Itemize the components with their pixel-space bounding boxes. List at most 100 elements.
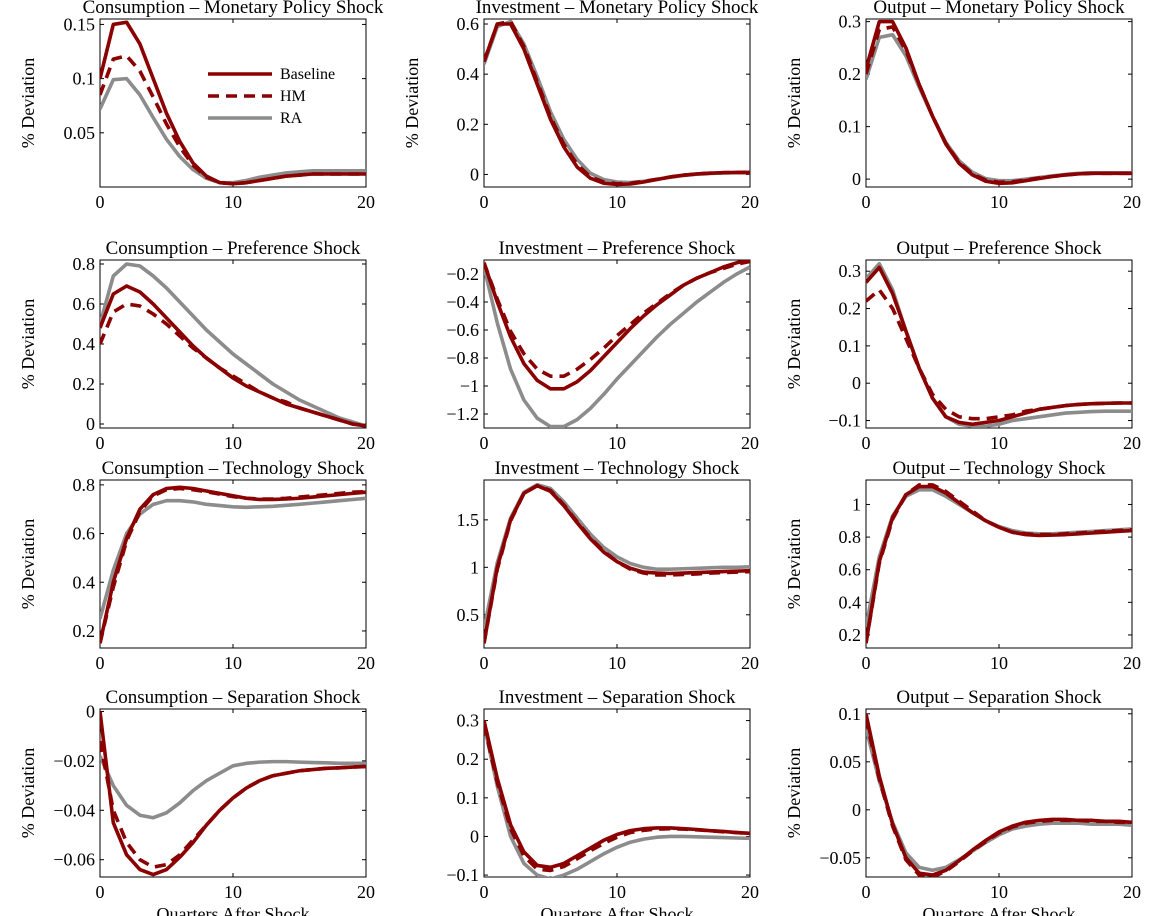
y-axis-label: % Deviation [784, 299, 804, 389]
panel: Investment – Technology Shock 0 10 20 0.5 1 1.… [457, 458, 760, 673]
y-tick-label: 0 [470, 826, 479, 846]
y-tick-label: 0.15 [64, 14, 96, 34]
x-tick-label: 10 [990, 882, 1008, 902]
panel-title: Output – Preference Shock [896, 238, 1102, 259]
y-axis-label: % Deviation [18, 299, 38, 389]
y-tick-label: 0.1 [839, 336, 862, 356]
x-tick-label: 20 [741, 192, 759, 212]
x-axis-label: Quarters After Shock [923, 904, 1076, 916]
y-tick-label: 0.8 [73, 254, 96, 274]
panel: Output – Technology Shock 0 10 20 0.2 0.4 0.6 0… [784, 458, 1141, 673]
series-line-ra [484, 724, 750, 877]
x-tick-label: 10 [224, 653, 242, 673]
y-tick-label: 1.5 [457, 510, 480, 530]
series-line-ra [866, 727, 1132, 873]
y-tick-label: 0.3 [839, 12, 862, 32]
panel: Output – Monetary Policy Shock 0 10 20 0 0.1 0… [784, 0, 1141, 212]
series-line-baseline [100, 711, 366, 877]
plot-frame [99, 708, 367, 878]
panel: Consumption – Separation Shock 0 10 20 −0.06… [18, 687, 375, 916]
series-line-hm [866, 483, 1132, 644]
y-axis-label: % Deviation [18, 519, 38, 609]
x-tick-label: 20 [741, 653, 759, 673]
series-line-ra [100, 755, 366, 820]
x-tick-label: 20 [357, 882, 375, 902]
y-tick-label: 0.6 [839, 560, 862, 580]
x-tick-label: 0 [96, 433, 105, 453]
series-line-baseline [866, 19, 1132, 186]
x-axis-label: Quarters After Shock [157, 904, 310, 916]
y-axis-label: % Deviation [784, 748, 804, 838]
y-tick-label: 0 [852, 169, 861, 189]
y-tick-label: −0.06 [53, 850, 95, 870]
y-tick-label: 0 [852, 800, 861, 820]
x-tick-label: 10 [990, 192, 1008, 212]
x-tick-label: 20 [741, 882, 759, 902]
x-tick-label: 20 [357, 653, 375, 673]
panel: Consumption – Preference Shock 0 10 20 0 0.2 0… [18, 238, 375, 453]
legend-label-hm: HM [280, 88, 306, 105]
panel-title: Output – Separation Shock [896, 687, 1102, 708]
x-tick-label: 10 [990, 653, 1008, 673]
y-tick-label: 0.4 [457, 64, 480, 84]
y-tick-label: 0.05 [830, 752, 862, 772]
x-tick-label: 10 [224, 433, 242, 453]
y-tick-label: 0 [86, 701, 95, 721]
y-tick-label: 1 [852, 494, 861, 514]
x-tick-label: 0 [862, 433, 871, 453]
y-tick-label: 0.8 [73, 475, 96, 495]
x-tick-label: 0 [862, 882, 871, 902]
legend-label-ra: RA [280, 110, 303, 127]
series-line-ra [100, 496, 366, 620]
x-tick-label: 0 [96, 192, 105, 212]
x-tick-label: 10 [608, 192, 626, 212]
series-line-baseline [100, 20, 366, 186]
y-tick-label: 0.4 [73, 334, 96, 354]
y-tick-label: −1.2 [446, 404, 479, 424]
panel-title: Consumption – Preference Shock [106, 238, 361, 259]
plot-frame [483, 479, 751, 649]
y-tick-label: 0.2 [457, 749, 480, 769]
series-line-baseline [100, 284, 366, 428]
plot-frame [99, 259, 367, 429]
y-tick-label: −0.1 [446, 865, 479, 885]
y-tick-label: 0 [852, 373, 861, 393]
legend-label-baseline: Baseline [280, 66, 335, 83]
y-tick-label: 0.1 [839, 117, 862, 137]
x-tick-label: 0 [480, 433, 489, 453]
x-tick-label: 20 [1123, 433, 1141, 453]
series-line-ra [866, 32, 1132, 183]
series-line-hm [100, 302, 366, 428]
series-line-baseline [484, 720, 750, 870]
series-line-ra [866, 487, 1132, 628]
x-tick-label: 0 [862, 192, 871, 212]
y-axis-label: % Deviation [784, 519, 804, 609]
y-tick-label: 0.3 [457, 711, 480, 731]
series-line-hm [484, 260, 750, 379]
y-tick-label: 0.8 [839, 527, 862, 547]
x-tick-label: 20 [1123, 192, 1141, 212]
panel-title: Output – Monetary Policy Shock [873, 0, 1125, 18]
x-tick-label: 20 [357, 192, 375, 212]
x-tick-label: 10 [608, 882, 626, 902]
x-tick-label: 10 [608, 653, 626, 673]
y-tick-label: −1 [460, 376, 479, 396]
panel-title: Investment – Monetary Policy Shock [476, 0, 759, 18]
series-line-baseline [866, 713, 1132, 877]
y-tick-label: 0.3 [839, 261, 862, 281]
panel: Investment – Monetary Policy Shock 0 10 20 0… [402, 0, 759, 212]
series-line-ra [484, 265, 750, 428]
x-tick-label: 20 [1123, 653, 1141, 673]
x-tick-label: 20 [741, 433, 759, 453]
y-tick-label: 1 [470, 557, 479, 577]
x-tick-label: 20 [357, 433, 375, 453]
y-tick-label: 0.2 [73, 374, 96, 394]
x-tick-label: 0 [96, 882, 105, 902]
x-tick-label: 0 [480, 653, 489, 673]
y-tick-label: 0.05 [64, 123, 96, 143]
y-tick-label: −0.05 [819, 848, 861, 868]
panel-title: Investment – Preference Shock [499, 238, 736, 259]
